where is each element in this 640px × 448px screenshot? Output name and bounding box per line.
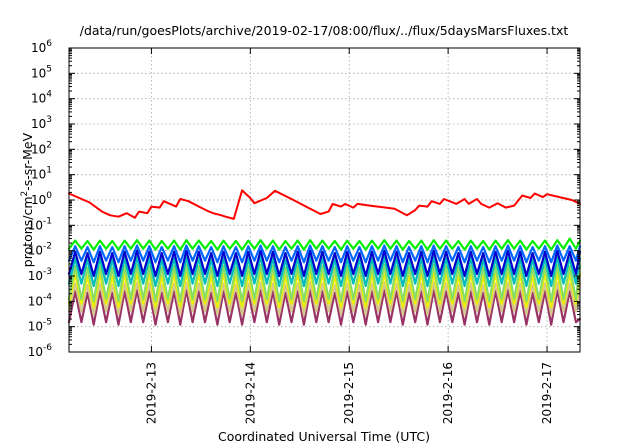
x-tick-label: 2019-2-13 — [144, 362, 158, 424]
y-tick-label: 104 — [31, 90, 52, 106]
x-tick-label: 2019-2-14 — [243, 362, 257, 424]
x-axis-label: Coordinated Universal Time (UTC) — [218, 429, 430, 444]
series-line-6 — [67, 263, 582, 303]
series-line-8 — [67, 281, 582, 316]
y-tick-label: 102 — [31, 140, 52, 156]
x-axis: 2019-2-13 2019-2-14 2019-2-15 2019-2-16 2019… — [144, 48, 554, 424]
y-axis: 10-6 10-5 10-4 10-3 10-2 10-1 100 101 102 103 104 1… — [28, 39, 580, 359]
y-tick-label: 10-2 — [28, 242, 52, 258]
x-tick-label: 2019-2-17 — [540, 362, 554, 424]
y-tick-label: 10-3 — [28, 267, 52, 283]
y-axis-label-base: protons/cm — [20, 196, 35, 267]
y-tick-label: 100 — [31, 191, 52, 207]
y-tick-label: 10-5 — [28, 318, 52, 334]
y-tick-label: 10-4 — [28, 292, 53, 308]
y-tick-label: 103 — [31, 115, 52, 131]
chart-title: /data/run/goesPlots/archive/2019-02-17/0… — [80, 23, 569, 38]
x-tick-label: 2019-2-15 — [342, 362, 356, 424]
series-layer — [67, 189, 582, 326]
series-line-5 — [67, 256, 582, 288]
y-tick-label: 105 — [31, 64, 52, 80]
series-line-3 — [67, 244, 582, 264]
x-tick-label: 2019-2-16 — [441, 362, 455, 424]
series-line-2 — [67, 237, 582, 251]
y-axis-label-sup: 2 — [20, 191, 30, 197]
series-line-9 — [67, 288, 582, 326]
y-tick-label: 10-6 — [28, 343, 53, 359]
y-tick-label: 106 — [31, 39, 52, 55]
y-axis-label: protons/cm2-s-sr-MeV — [20, 132, 35, 267]
y-axis-label-rest: -s-sr-MeV — [20, 132, 35, 190]
y-tick-label: 10-1 — [28, 216, 52, 232]
series-line-1 — [68, 189, 581, 220]
y-tick-label: 101 — [31, 166, 52, 182]
series-line-4 — [67, 249, 582, 278]
